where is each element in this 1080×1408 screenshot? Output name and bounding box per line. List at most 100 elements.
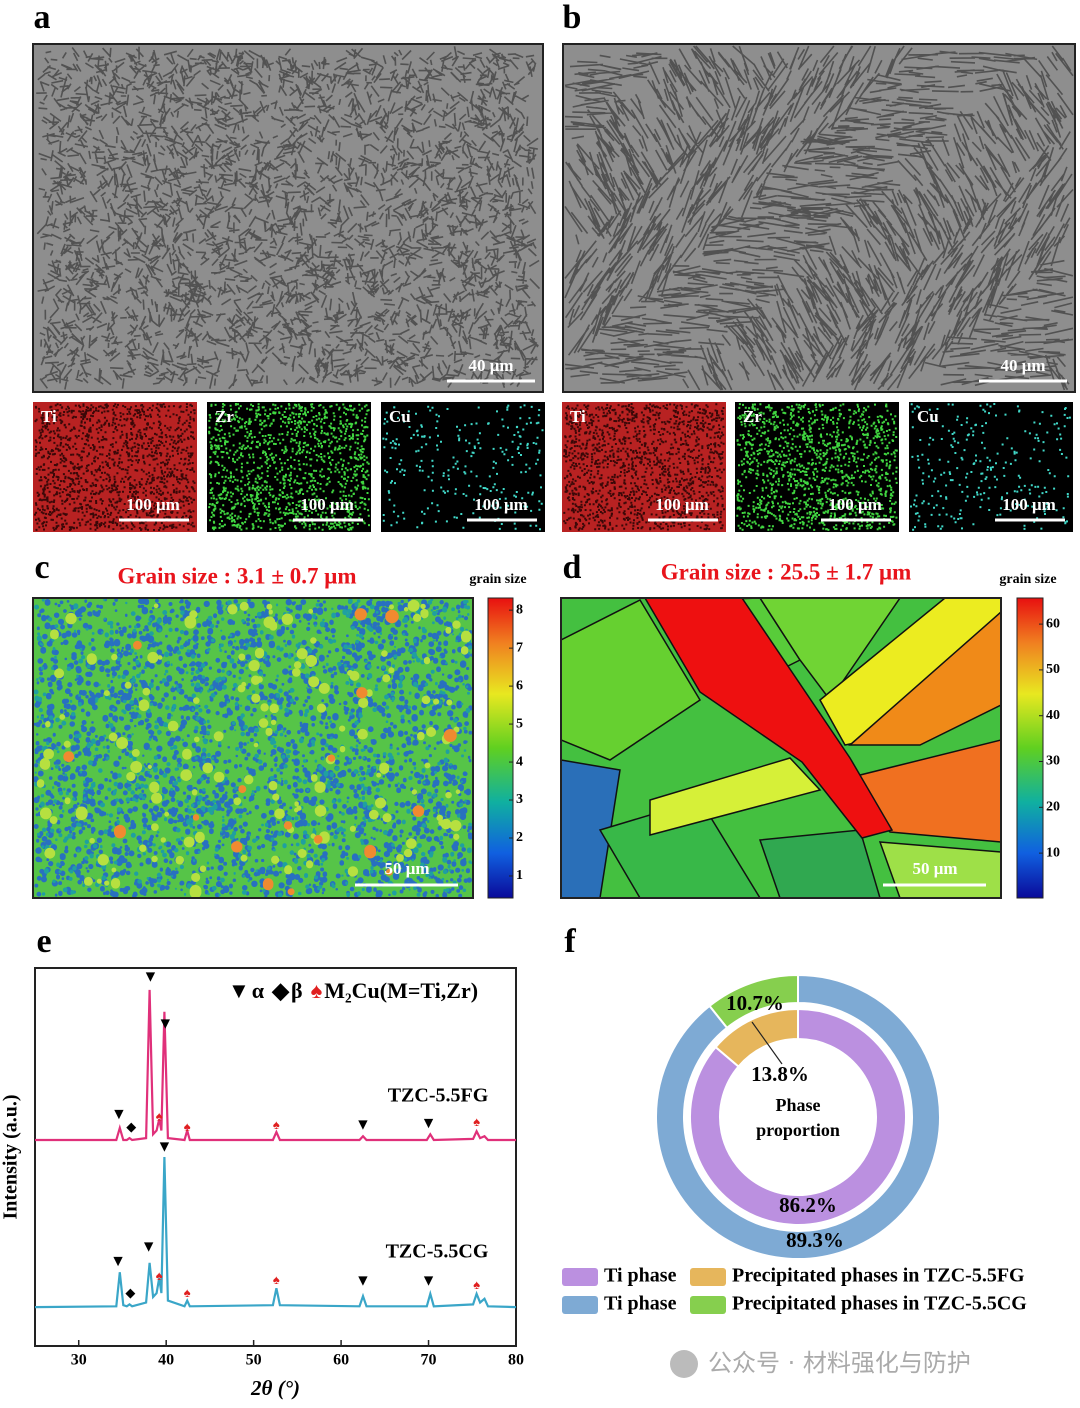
legend-swatch — [690, 1296, 726, 1314]
eds-dots — [208, 403, 370, 531]
colorbar-label: grain size — [469, 572, 526, 587]
donut-segment — [655, 973, 941, 1260]
peak-marker: ♠ — [473, 1277, 480, 1292]
x-tick-label: 40 — [158, 1352, 174, 1369]
legend-label: Precipitated phases in TZC-5.5CG — [732, 1293, 1027, 1315]
legend-symbol: ♠ — [311, 978, 323, 1003]
peak-marker: ◆ — [125, 1285, 135, 1300]
legend-swatch — [562, 1268, 598, 1286]
scale-bar-label: 100 μm — [300, 495, 354, 514]
colorbar-tick-label: 5 — [516, 716, 523, 731]
peak-marker: ♠ — [273, 1272, 280, 1287]
grain — [848, 611, 1001, 746]
scale-bar-label: 100 μm — [1002, 495, 1056, 514]
leader-line — [751, 1021, 783, 1065]
scale-bar-label: 100 μm — [126, 495, 180, 514]
legend-label: α — [252, 978, 265, 1003]
eds-dots — [910, 403, 1071, 531]
panel-label: c — [34, 549, 49, 586]
colorbar-tick-label: 20 — [1046, 800, 1060, 815]
donut-value-label: 13.8% — [751, 1062, 809, 1086]
peak-marker: ♠ — [184, 1285, 191, 1300]
x-tick-label: 60 — [333, 1352, 349, 1369]
eds-dots — [382, 404, 544, 531]
grain — [819, 598, 1001, 746]
colorbar-tick-label: 6 — [516, 678, 523, 693]
legend-label: M₂Cu(M=Ti,Zr) — [324, 978, 478, 1003]
scale-bar-label: 40 μm — [1000, 356, 1045, 375]
peak-marker: ▼ — [421, 1115, 437, 1132]
x-tick-label: 80 — [508, 1352, 524, 1369]
peak-marker: ▼ — [157, 1015, 173, 1032]
wechat-icon — [670, 1350, 698, 1378]
eds-dots — [34, 403, 196, 531]
eds-element: Ti — [41, 407, 57, 426]
scale-bar-label: 50 μm — [384, 859, 429, 878]
colorbar-label: grain size — [999, 572, 1056, 587]
x-tick-label: 30 — [71, 1352, 87, 1369]
peak-marker: ▼ — [111, 1106, 127, 1123]
donut-center-label: proportion — [756, 1120, 840, 1140]
xrd-line — [35, 989, 516, 1142]
grain — [758, 829, 881, 898]
peak-marker: ♠ — [184, 1119, 191, 1134]
peak-marker: ▼ — [355, 1272, 371, 1289]
grain-blue — [33, 598, 473, 899]
grain-map-c — [32, 597, 474, 899]
eds-dots — [736, 403, 898, 531]
colorbar-tick-label: 7 — [516, 640, 523, 655]
eds-dots — [563, 403, 725, 531]
colorbar-tick-label: 10 — [1046, 845, 1060, 860]
eds-element: Ti — [570, 407, 586, 426]
peak-marker: ♠ — [156, 1268, 163, 1283]
colorbar-tick-label: 30 — [1046, 754, 1060, 769]
legend-label: β — [291, 978, 303, 1003]
peak-marker: ▼ — [110, 1253, 126, 1270]
grain — [649, 757, 822, 836]
legend-swatch — [562, 1296, 598, 1314]
colorbar-tick-label: 4 — [516, 754, 523, 769]
panel-label: b — [563, 0, 582, 36]
sem-texture — [564, 45, 1074, 391]
colorbar-tick-label: 40 — [1046, 708, 1060, 723]
donut-segment — [714, 1007, 799, 1068]
colorbar-tick-label: 60 — [1046, 616, 1060, 631]
grain — [644, 598, 894, 839]
panel-label: d — [563, 549, 582, 586]
grain — [561, 759, 621, 898]
xrd-line — [34, 1156, 517, 1309]
peak-marker: ▼ — [421, 1272, 437, 1289]
eds-map — [735, 402, 899, 532]
map-title: Grain size : 25.5 ± 1.7 μm — [661, 559, 912, 584]
x-tick-label: 50 — [246, 1352, 262, 1369]
grain — [561, 599, 702, 761]
legend-swatch — [690, 1268, 726, 1286]
peak-marker: ◆ — [126, 1119, 136, 1134]
donut-value-label: 89.3% — [786, 1228, 844, 1252]
eds-element: Zr — [215, 407, 234, 426]
scale-bar-label: 100 μm — [655, 495, 709, 514]
grain-map-frame — [32, 597, 474, 899]
grain-map-frame — [560, 597, 1002, 899]
grain-map-d — [561, 598, 1001, 898]
x-tick-label: 70 — [421, 1352, 437, 1369]
colorbar-tick-label: 2 — [516, 830, 523, 845]
panel-label: f — [564, 923, 576, 960]
colorbar-tick-label: 50 — [1046, 662, 1060, 677]
peak-marker: ▼ — [355, 1117, 371, 1134]
eds-element: Zr — [743, 407, 762, 426]
legend-label: Precipitated phases in TZC-5.5FG — [732, 1265, 1025, 1287]
legend-symbol: ▼ — [228, 978, 250, 1003]
y-axis-label: Intensity (a.u.) — [0, 1094, 22, 1219]
sem-texture — [36, 46, 541, 390]
peak-marker: ▼ — [157, 1139, 173, 1156]
scale-bar-label: 40 μm — [468, 356, 513, 375]
scale-bar-label: 100 μm — [828, 495, 882, 514]
donut-value-label: 10.7% — [726, 991, 784, 1015]
peak-marker: ♠ — [156, 1108, 163, 1123]
donut-segment — [708, 973, 799, 1030]
x-axis-label: 2θ (°) — [250, 1376, 300, 1400]
peak-marker: ▼ — [143, 968, 159, 985]
colorbar-tick-label: 3 — [516, 792, 523, 807]
colorbar — [487, 597, 514, 899]
